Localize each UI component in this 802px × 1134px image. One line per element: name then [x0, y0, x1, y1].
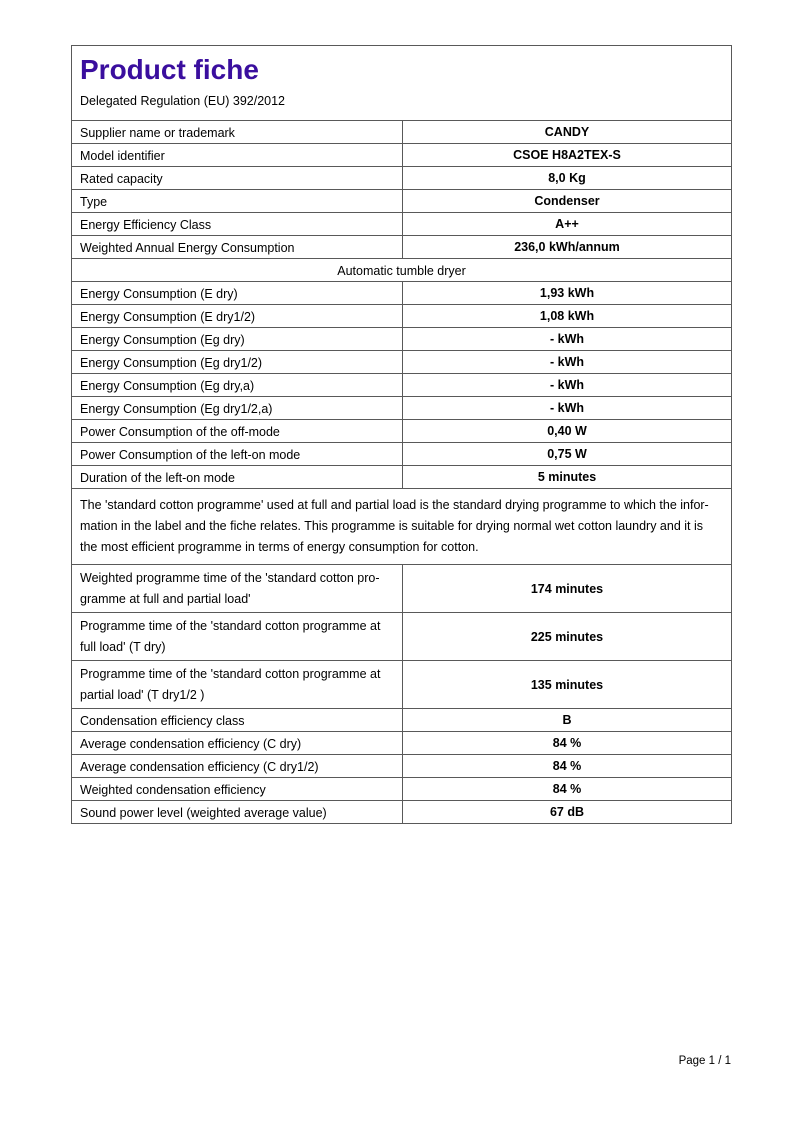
- product-fiche-sheet: Product fiche Delegated Regulation (EU) …: [71, 45, 732, 824]
- row-label: Programme time of the 'standard cotton p…: [72, 613, 402, 660]
- note-line: the most efficient programme in terms of…: [80, 540, 479, 554]
- row-value: 0,40 W: [402, 420, 731, 442]
- table-row: Weighted Annual Energy Consumption 236,0…: [72, 235, 731, 258]
- table-row: Programme time of the 'standard cotton p…: [72, 660, 731, 708]
- row-value: 135 minutes: [402, 661, 731, 708]
- row-value: 0,75 W: [402, 443, 731, 465]
- table-row: Duration of the left-on mode 5 minutes: [72, 465, 731, 488]
- row-label: Energy Consumption (E dry): [80, 286, 238, 301]
- row-label: Energy Efficiency Class: [80, 217, 212, 232]
- table-note-row: The 'standard cotton programme' used at …: [72, 488, 731, 564]
- row-label-line: partial load' (T dry1/2 ): [80, 688, 205, 702]
- note-line: The 'standard cotton programme' used at …: [80, 498, 709, 512]
- table-section-row: Automatic tumble dryer: [72, 258, 731, 281]
- table-row: Programme time of the 'standard cotton p…: [72, 612, 731, 660]
- page-subtitle: Delegated Regulation (EU) 392/2012: [80, 94, 285, 108]
- table-row: Energy Efficiency Class A++: [72, 212, 731, 235]
- table-row: Rated capacity 8,0 Kg: [72, 166, 731, 189]
- row-value: - kWh: [402, 397, 731, 419]
- row-value: 84 %: [402, 778, 731, 800]
- row-value: 84 %: [402, 755, 731, 777]
- row-label: Average condensation efficiency (C dry): [80, 736, 302, 751]
- row-value: 1,93 kWh: [402, 282, 731, 304]
- table-row: Energy Consumption (E dry) 1,93 kWh: [72, 281, 731, 304]
- page-title: Product fiche: [80, 54, 259, 85]
- row-label-line: Programme time of the 'standard cotton p…: [80, 667, 381, 681]
- row-label: Type: [80, 194, 108, 209]
- table-row: Average condensation efficiency (C dry) …: [72, 731, 731, 754]
- note-text: The 'standard cotton programme' used at …: [72, 489, 731, 564]
- row-label: Energy Consumption (Eg dry1/2,a): [80, 401, 273, 416]
- table-row: Weighted condensation efficiency 84 %: [72, 777, 731, 800]
- row-value: CSOE H8A2TEX-S: [402, 144, 731, 166]
- row-label: Energy Consumption (Eg dry1/2): [80, 355, 263, 370]
- table-row: Sound power level (weighted average valu…: [72, 800, 731, 823]
- row-label: Sound power level (weighted average valu…: [80, 805, 327, 820]
- row-label-line: full load' (T dry): [80, 640, 166, 654]
- table-row: Energy Consumption (Eg dry1/2,a) - kWh: [72, 396, 731, 419]
- row-label: Power Consumption of the off-mode: [80, 424, 280, 439]
- row-label: Programme time of the 'standard cotton p…: [72, 661, 402, 708]
- row-label: Weighted condensation efficiency: [80, 782, 266, 797]
- row-value: CANDY: [402, 121, 731, 143]
- row-value: - kWh: [402, 328, 731, 350]
- row-value: 5 minutes: [402, 466, 731, 488]
- row-value: 1,08 kWh: [402, 305, 731, 327]
- row-value: 84 %: [402, 732, 731, 754]
- row-value: Condenser: [402, 190, 731, 212]
- row-label: Average condensation efficiency (C dry1/…: [80, 759, 319, 774]
- row-label: Power Consumption of the left-on mode: [80, 447, 301, 462]
- row-label: Duration of the left-on mode: [80, 470, 235, 485]
- note-line: mation in the label and the fiche relate…: [80, 519, 704, 533]
- row-label: Model identifier: [80, 148, 165, 163]
- fiche-header: Product fiche Delegated Regulation (EU) …: [72, 46, 731, 120]
- row-value: 174 minutes: [402, 565, 731, 612]
- row-label: Energy Consumption (E dry1/2): [80, 309, 256, 324]
- row-label: Rated capacity: [80, 171, 163, 186]
- row-label-line: Programme time of the 'standard cotton p…: [80, 619, 381, 633]
- page-number: Page 1 / 1: [678, 1055, 731, 1067]
- table-row: Power Consumption of the left-on mode 0,…: [72, 442, 731, 465]
- table-row: Average condensation efficiency (C dry1/…: [72, 754, 731, 777]
- row-label: Energy Consumption (Eg dry): [80, 332, 245, 347]
- table-row: Supplier name or trademark CANDY: [72, 120, 731, 143]
- row-label: Energy Consumption (Eg dry,a): [80, 378, 255, 393]
- row-value: - kWh: [402, 351, 731, 373]
- row-label-line: gramme at full and partial load': [80, 592, 251, 606]
- table-row: Energy Consumption (Eg dry,a) - kWh: [72, 373, 731, 396]
- row-value: A++: [402, 213, 731, 235]
- row-value: B: [402, 709, 731, 731]
- row-value: 67 dB: [402, 801, 731, 823]
- row-label: Weighted programme time of the 'standard…: [72, 565, 402, 612]
- row-value: 236,0 kWh/annum: [402, 236, 731, 258]
- row-value: - kWh: [402, 374, 731, 396]
- row-label: Condensation efficiency class: [80, 713, 245, 728]
- table-row: Condensation efficiency class B: [72, 708, 731, 731]
- section-label: Automatic tumble dryer: [337, 263, 466, 278]
- row-value: 225 minutes: [402, 613, 731, 660]
- table-row: Model identifier CSOE H8A2TEX-S: [72, 143, 731, 166]
- row-label-line: Weighted programme time of the 'standard…: [80, 571, 380, 585]
- table-row: Weighted programme time of the 'standard…: [72, 564, 731, 612]
- table-row: Energy Consumption (Eg dry1/2) - kWh: [72, 350, 731, 373]
- row-label: Supplier name or trademark: [80, 125, 235, 140]
- table-row: Energy Consumption (E dry1/2) 1,08 kWh: [72, 304, 731, 327]
- table-row: Type Condenser: [72, 189, 731, 212]
- table-row: Energy Consumption (Eg dry) - kWh: [72, 327, 731, 350]
- table-row: Power Consumption of the off-mode 0,40 W: [72, 419, 731, 442]
- row-label: Weighted Annual Energy Consumption: [80, 240, 295, 255]
- row-value: 8,0 Kg: [402, 167, 731, 189]
